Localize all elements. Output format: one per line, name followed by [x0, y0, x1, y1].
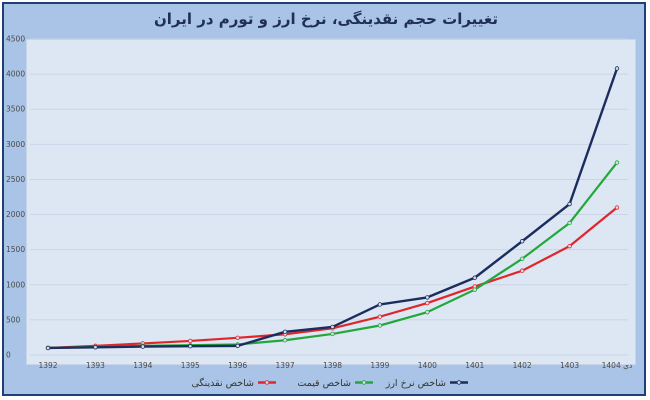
- y-tick-label: 2000: [6, 210, 25, 219]
- x-tick-label: 1393: [86, 361, 105, 370]
- y-tick-label: 500: [6, 315, 21, 324]
- y-tick-label: 1000: [6, 280, 25, 289]
- x-tick-label: 1400: [418, 361, 437, 370]
- x-tick-label: دی 1404: [602, 361, 633, 370]
- x-tick-label: 1402: [513, 361, 532, 370]
- data-point: [567, 201, 572, 207]
- plot-area: [26, 39, 636, 365]
- legend-marker: [361, 380, 367, 385]
- data-point: [472, 287, 477, 292]
- data-point: [614, 66, 620, 71]
- data-point: [425, 309, 430, 315]
- chart-frame: تغییرات حجم نقدینگی، نرخ ارز و تورم در ا…: [2, 2, 646, 396]
- data-point: [282, 329, 288, 335]
- legend-marker: [456, 380, 462, 385]
- data-point: [282, 338, 288, 343]
- data-point: [425, 295, 430, 300]
- data-point: [235, 343, 240, 349]
- y-tick-label: 3000: [6, 140, 25, 149]
- data-point: [519, 239, 525, 244]
- data-point: [188, 338, 193, 344]
- data-point: [614, 160, 620, 165]
- data-point: [140, 344, 146, 349]
- x-tick-label: 1401: [465, 361, 484, 370]
- x-tick-label: 1397: [276, 361, 295, 370]
- data-point: [377, 323, 383, 328]
- y-tick-label: 1500: [6, 245, 25, 254]
- y-tick-label: 4500: [6, 35, 25, 44]
- series-line: [47, 68, 619, 350]
- y-tick-label: 3500: [6, 105, 25, 114]
- x-tick-label: 1392: [38, 361, 57, 370]
- data-point: [330, 324, 335, 330]
- y-tick-label: 4000: [6, 70, 25, 79]
- data-point: [472, 275, 477, 280]
- x-tick-label: 1396: [228, 361, 247, 370]
- x-tick-label: 1398: [323, 361, 342, 370]
- data-point: [567, 220, 572, 226]
- data-point: [330, 331, 335, 337]
- y-tick-label: 0: [6, 351, 11, 360]
- legend-label: شاخص نرخ ارز: [385, 378, 446, 389]
- data-point: [235, 335, 240, 340]
- data-point: [425, 300, 430, 306]
- data-point: [377, 314, 383, 319]
- data-point: [93, 345, 98, 350]
- x-tick-label: 1399: [370, 361, 389, 370]
- data-point: [567, 243, 572, 249]
- legend-marker: [264, 380, 270, 385]
- x-tick-label: 1403: [560, 361, 579, 370]
- x-tick-label: 1394: [133, 361, 152, 370]
- x-tick-label: 1395: [181, 361, 200, 370]
- data-point: [519, 256, 525, 261]
- y-tick-label: 2500: [6, 175, 25, 184]
- data-point: [188, 344, 193, 349]
- data-point: [519, 268, 525, 273]
- legend-label: شاخص نقدینگی: [192, 377, 255, 389]
- chart-title: تغییرات حجم نقدینگی، نرخ ارز و تورم در ا…: [153, 10, 499, 28]
- legend-label: شاخص قیمت: [297, 378, 351, 389]
- data-point: [377, 302, 383, 307]
- data-point: [45, 345, 51, 351]
- data-point: [614, 205, 620, 210]
